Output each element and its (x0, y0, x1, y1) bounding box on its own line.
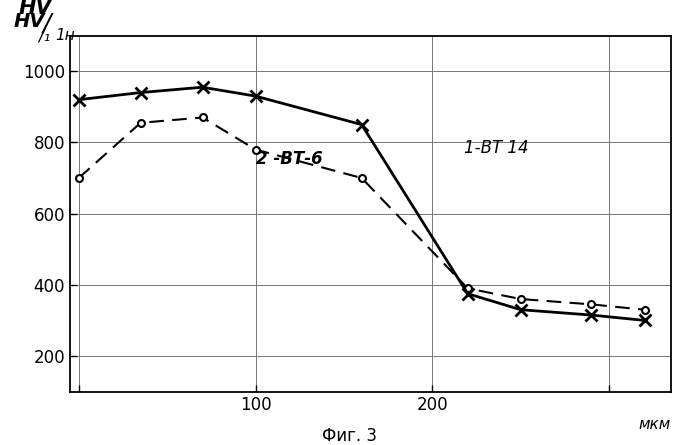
Text: 1-ВТ 14: 1-ВТ 14 (464, 139, 529, 157)
Text: /₁: /₁ (38, 27, 51, 44)
Text: /: / (43, 12, 51, 36)
Text: Фиг. 3: Фиг. 3 (322, 427, 377, 445)
Text: HV: HV (14, 12, 45, 31)
Text: 2 -ВТ-6: 2 -ВТ-6 (256, 150, 322, 168)
Text: 1н: 1н (55, 28, 75, 43)
Text: HV: HV (19, 0, 52, 18)
Text: мкм: мкм (639, 417, 671, 432)
